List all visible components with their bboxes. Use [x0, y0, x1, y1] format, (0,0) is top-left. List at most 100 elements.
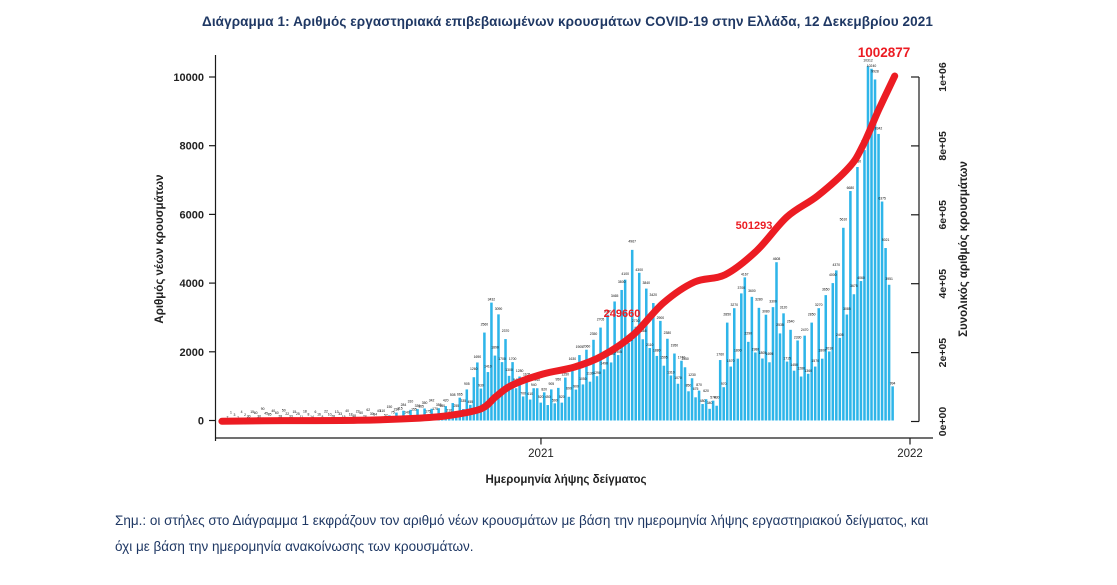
svg-text:2850: 2850	[723, 312, 731, 316]
svg-text:284: 284	[401, 403, 407, 407]
milestone-labels: 249660 501293 1002877	[604, 45, 911, 320]
svg-text:335: 335	[460, 399, 466, 403]
svg-text:16: 16	[317, 412, 321, 416]
svg-text:1105: 1105	[523, 372, 530, 376]
svg-text:1740: 1740	[678, 356, 686, 360]
svg-text:2: 2	[244, 413, 246, 417]
svg-text:40: 40	[345, 409, 349, 413]
svg-text:4000: 4000	[829, 273, 837, 277]
svg-text:4100: 4100	[621, 272, 629, 276]
svg-text:110: 110	[380, 409, 386, 413]
svg-text:3280: 3280	[755, 298, 763, 302]
svg-text:342: 342	[429, 399, 435, 403]
svg-text:8000: 8000	[180, 141, 204, 153]
svg-text:6680: 6680	[847, 186, 855, 190]
svg-text:665: 665	[457, 393, 463, 397]
svg-text:1700: 1700	[509, 357, 517, 361]
svg-text:4060: 4060	[857, 276, 865, 280]
svg-text:520: 520	[559, 395, 565, 399]
svg-text:900: 900	[573, 385, 579, 389]
svg-text:2e+05: 2e+05	[937, 338, 949, 368]
svg-text:45: 45	[264, 411, 268, 415]
svg-text:0: 0	[198, 416, 204, 428]
svg-text:2: 2	[227, 415, 229, 419]
svg-text:2535: 2535	[776, 323, 784, 327]
svg-text:905: 905	[548, 382, 554, 386]
svg-text:3600: 3600	[748, 289, 756, 293]
svg-text:2022: 2022	[897, 448, 923, 460]
svg-text:2900: 2900	[657, 316, 665, 320]
svg-text:5610: 5610	[840, 218, 848, 222]
svg-text:4167: 4167	[741, 272, 749, 276]
svg-text:115: 115	[397, 406, 403, 410]
svg-text:3700: 3700	[738, 286, 746, 290]
svg-text:501293: 501293	[736, 220, 773, 232]
svg-text:140: 140	[404, 411, 410, 415]
svg-text:15: 15	[250, 410, 254, 414]
cumulative-line	[218, 72, 899, 425]
svg-text:3270: 3270	[731, 303, 739, 307]
axes-group: 0 2000 4000 6000 8000 10000 2021 2022 0e+00 2e+05…	[173, 55, 949, 460]
svg-text:1450: 1450	[790, 363, 798, 367]
svg-text:18: 18	[303, 410, 307, 414]
svg-text:700: 700	[520, 392, 526, 396]
svg-text:3420: 3420	[650, 293, 658, 297]
svg-text:3300: 3300	[769, 300, 777, 304]
svg-text:1800: 1800	[734, 349, 742, 353]
svg-text:1130: 1130	[586, 372, 593, 376]
svg-text:3080: 3080	[762, 310, 770, 314]
svg-text:15: 15	[293, 410, 297, 414]
svg-text:2060: 2060	[583, 345, 591, 349]
svg-text:75: 75	[391, 410, 395, 414]
svg-text:1890: 1890	[491, 345, 499, 349]
svg-text:6e+05: 6e+05	[937, 200, 949, 230]
svg-text:1280: 1280	[797, 366, 805, 370]
svg-text:480: 480	[700, 399, 706, 403]
svg-text:1570: 1570	[727, 359, 735, 363]
svg-text:33: 33	[338, 412, 342, 416]
svg-text:1260: 1260	[470, 367, 478, 371]
svg-text:340: 340	[707, 401, 713, 405]
svg-text:1715: 1715	[783, 357, 791, 361]
svg-text:330: 330	[415, 404, 421, 408]
svg-text:3085: 3085	[843, 307, 851, 311]
svg-text:4000: 4000	[180, 278, 204, 290]
svg-text:5021: 5021	[882, 238, 890, 242]
svg-text:1490: 1490	[600, 362, 608, 366]
svg-text:48: 48	[352, 414, 356, 418]
svg-text:9928: 9928	[871, 69, 879, 73]
svg-text:230: 230	[394, 408, 400, 412]
svg-text:994: 994	[890, 381, 896, 385]
svg-text:1700: 1700	[498, 357, 506, 361]
svg-text:175: 175	[425, 410, 431, 414]
svg-text:85: 85	[268, 413, 272, 417]
svg-text:84: 84	[373, 413, 377, 417]
svg-text:3080: 3080	[604, 310, 612, 314]
svg-text:1290: 1290	[593, 371, 601, 375]
svg-text:1760: 1760	[716, 352, 724, 356]
svg-text:420: 420	[443, 399, 449, 403]
svg-text:870: 870	[696, 383, 702, 387]
svg-text:210: 210	[446, 408, 452, 412]
svg-text:4e+05: 4e+05	[937, 269, 949, 299]
svg-text:3951: 3951	[885, 277, 893, 281]
svg-text:62: 62	[366, 408, 370, 412]
svg-text:310: 310	[408, 400, 414, 404]
svg-text:2110: 2110	[646, 343, 653, 347]
svg-text:13: 13	[335, 410, 339, 414]
svg-text:8: 8	[307, 413, 309, 417]
svg-text:4370: 4370	[833, 263, 841, 267]
svg-text:450: 450	[545, 395, 551, 399]
svg-text:970: 970	[721, 382, 727, 386]
svg-text:165: 165	[418, 405, 424, 409]
svg-text:1800: 1800	[818, 349, 826, 353]
svg-text:2365: 2365	[639, 329, 647, 333]
svg-text:2850: 2850	[808, 312, 816, 316]
svg-text:2560: 2560	[481, 322, 489, 326]
svg-text:1280: 1280	[516, 369, 524, 373]
svg-text:2021: 2021	[528, 448, 554, 460]
svg-text:3120: 3120	[780, 306, 788, 310]
svg-text:2470: 2470	[801, 328, 809, 332]
svg-text:50: 50	[282, 409, 286, 413]
